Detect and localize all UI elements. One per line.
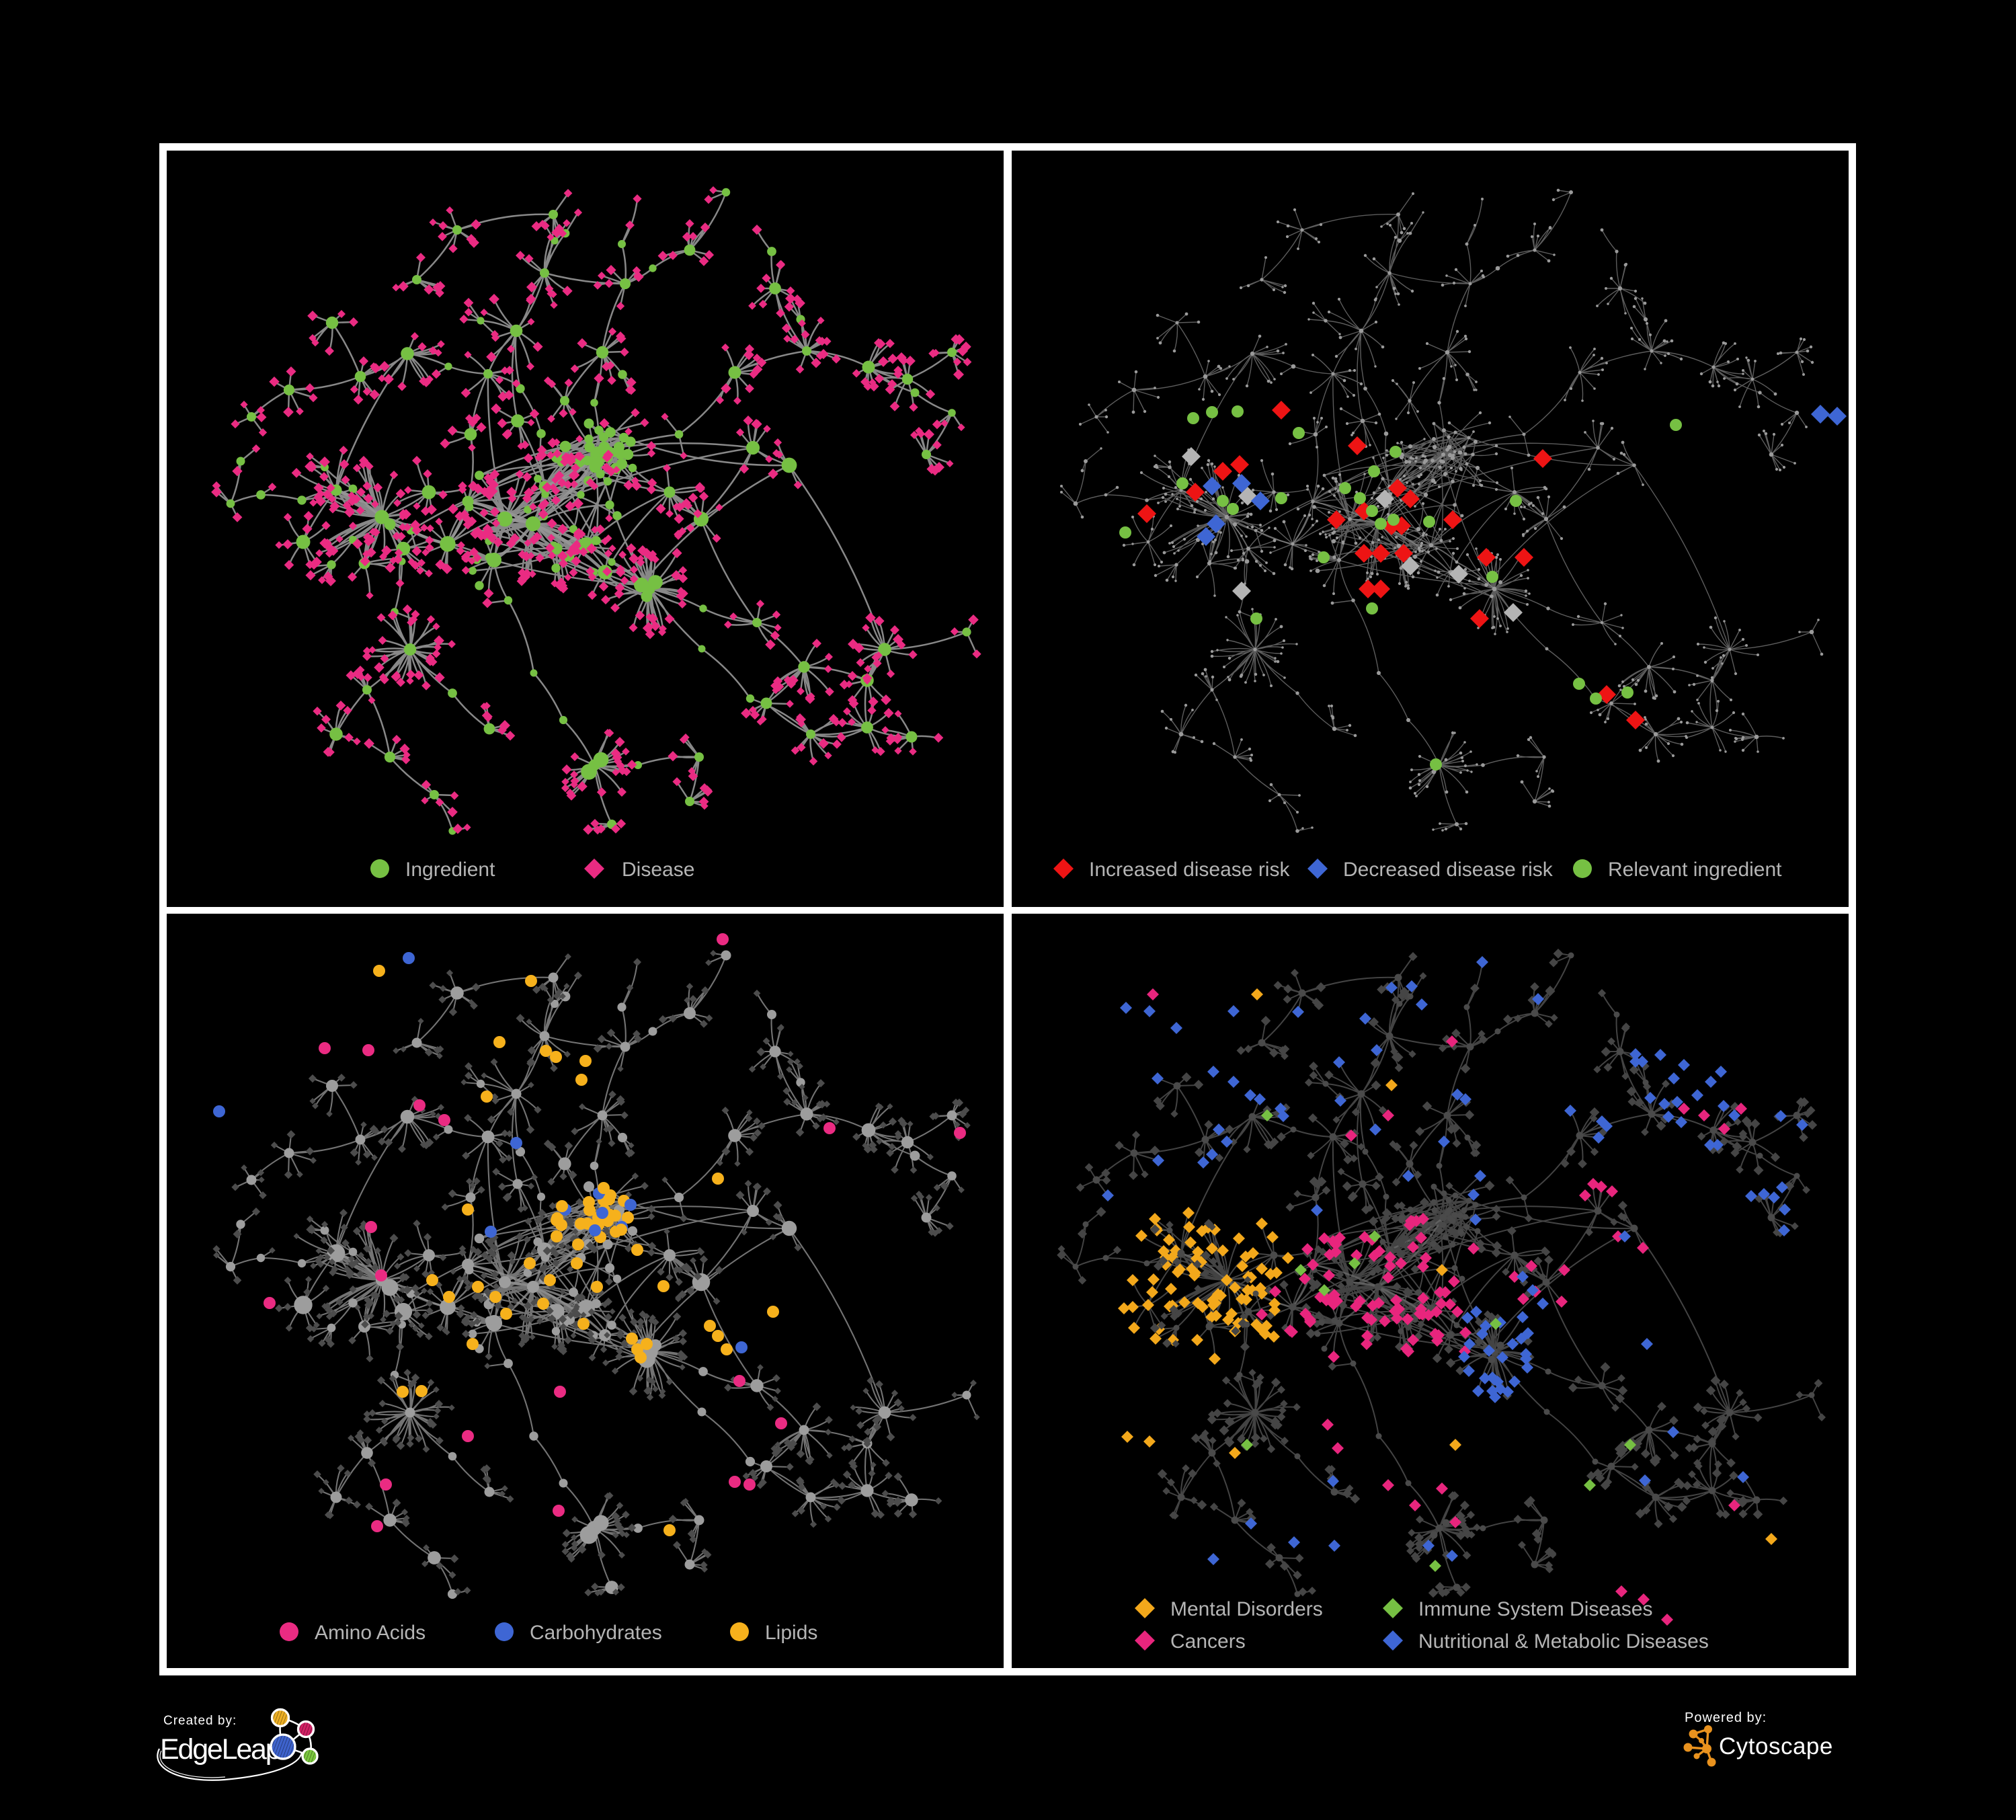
svg-text:Relevant ingredient: Relevant ingredient <box>1608 859 1782 881</box>
svg-text:Powered by:: Powered by: <box>1685 1710 1767 1725</box>
svg-text:Cytoscape: Cytoscape <box>1719 1733 1833 1759</box>
svg-text:Lipids: Lipids <box>765 1622 817 1644</box>
svg-text:Decreased disease risk: Decreased disease risk <box>1343 859 1554 881</box>
svg-text:Mental Disorders: Mental Disorders <box>1170 1598 1323 1620</box>
svg-text:Ingredient: Ingredient <box>405 859 495 881</box>
svg-text:Carbohydrates: Carbohydrates <box>530 1622 662 1644</box>
svg-text:Nutritional & Metabolic Diseas: Nutritional & Metabolic Diseases <box>1418 1630 1709 1653</box>
svg-text:EdgeLeap: EdgeLeap <box>160 1733 281 1766</box>
svg-text:Created by:: Created by: <box>163 1714 237 1728</box>
svg-text:Amino Acids: Amino Acids <box>315 1622 426 1644</box>
svg-text:Increased disease risk: Increased disease risk <box>1089 859 1290 881</box>
svg-text:Disease: Disease <box>622 859 694 881</box>
svg-text:Cancers: Cancers <box>1170 1630 1246 1653</box>
svg-text:Immune System Diseases: Immune System Diseases <box>1418 1598 1652 1620</box>
